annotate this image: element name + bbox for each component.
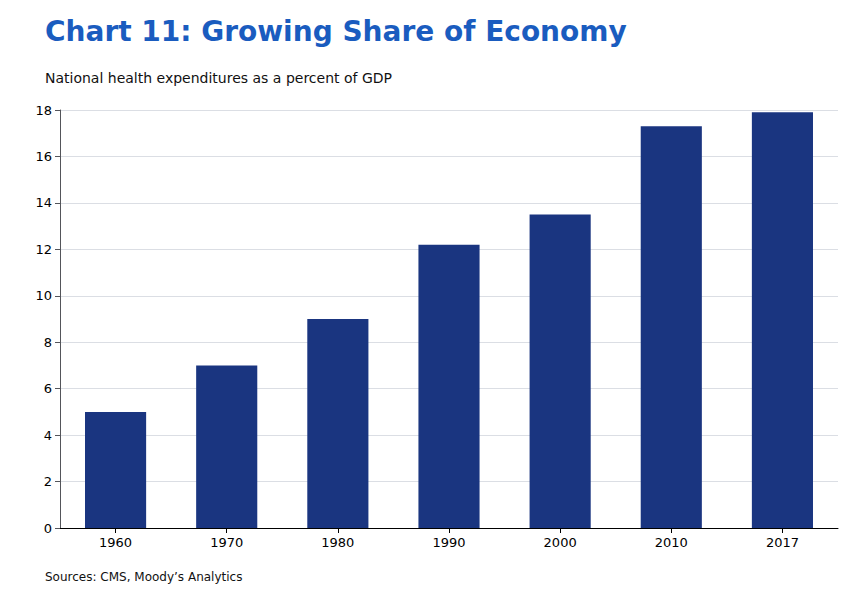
svg-text:6: 6 — [44, 381, 52, 396]
svg-text:1980: 1980 — [321, 535, 354, 550]
svg-text:Chart 11: Growing Share of Eco: Chart 11: Growing Share of Economy — [45, 15, 627, 48]
svg-text:8: 8 — [44, 335, 52, 350]
svg-text:12: 12 — [35, 242, 52, 257]
svg-text:1990: 1990 — [432, 535, 465, 550]
svg-text:14: 14 — [35, 195, 52, 210]
svg-text:1970: 1970 — [210, 535, 243, 550]
svg-text:0: 0 — [44, 521, 52, 536]
svg-text:18: 18 — [35, 103, 52, 118]
svg-text:1960: 1960 — [99, 535, 132, 550]
svg-text:National health expenditures a: National health expenditures as a percen… — [45, 70, 392, 86]
svg-text:2000: 2000 — [544, 535, 577, 550]
svg-text:10: 10 — [35, 288, 52, 303]
svg-text:2010: 2010 — [655, 535, 688, 550]
svg-text:4: 4 — [44, 428, 52, 443]
svg-text:2: 2 — [44, 474, 52, 489]
svg-text:Sources: CMS, Moody’s Analytic: Sources: CMS, Moody’s Analytics — [45, 570, 242, 584]
svg-text:16: 16 — [35, 149, 52, 164]
svg-text:2017: 2017 — [766, 535, 799, 550]
